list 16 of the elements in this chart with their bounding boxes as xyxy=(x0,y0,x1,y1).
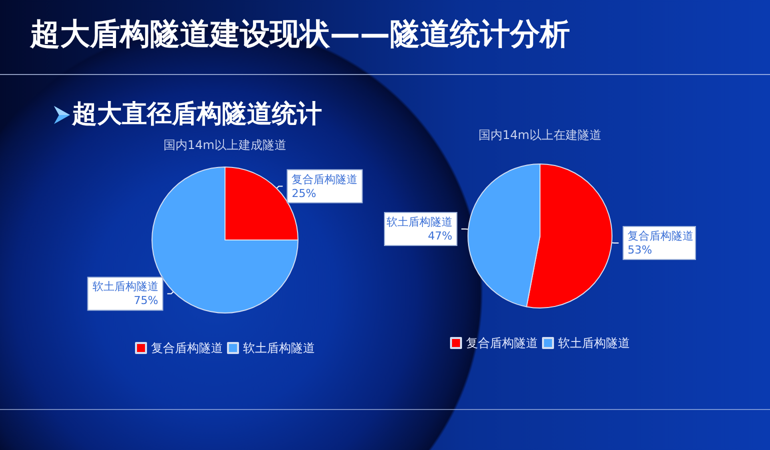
text: 超大直径盾构隧道统计 xyxy=(72,99,322,129)
legend-label: 复合盾构隧道 xyxy=(466,336,538,350)
chart-title: 国内14m以上在建隧道 xyxy=(478,128,602,142)
chart-title: 国内14m以上建成隧道 xyxy=(164,138,286,152)
slice-label: 软土盾构隧道 xyxy=(386,215,452,228)
slice-label: 复合盾构隧道 xyxy=(292,172,358,186)
data-label: 47% xyxy=(428,229,452,242)
legend-label: 复合盾构隧道 xyxy=(151,341,223,355)
data-label: 53% xyxy=(628,244,652,257)
data-label: 25% xyxy=(292,186,316,200)
slice-label: 复合盾构隧道 xyxy=(628,230,694,243)
text: 超大盾构隧道建设现状——隧道统计分析 xyxy=(30,17,570,52)
legend-label: 软土盾构隧道 xyxy=(558,336,630,350)
slice-label: 软土盾构隧道 xyxy=(92,280,158,294)
data-label: 75% xyxy=(134,294,158,308)
legend-label: 软土盾构隧道 xyxy=(243,341,315,355)
